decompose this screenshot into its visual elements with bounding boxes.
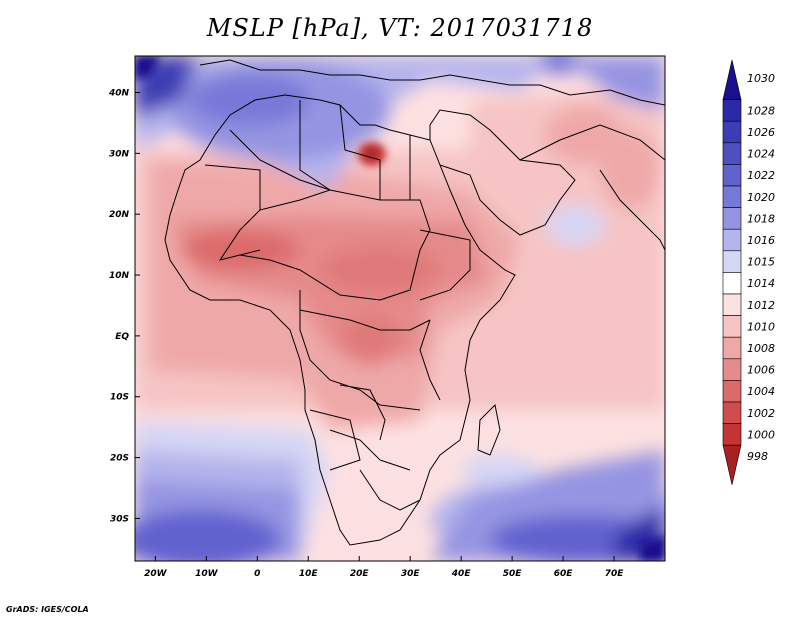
x-tick-label: 50E xyxy=(503,569,523,579)
coastlines xyxy=(164,59,665,546)
colorbar-label: 1008 xyxy=(747,342,775,355)
colorbar-swatch xyxy=(722,185,742,208)
credit-label: GrADS: IGES/COLA xyxy=(6,605,89,614)
colorbar-label: 1016 xyxy=(747,234,775,247)
colorbar-swatch xyxy=(722,293,742,316)
map-frame xyxy=(134,55,666,562)
colorbar-label: 1015 xyxy=(747,256,775,269)
colorbar-label: 1000 xyxy=(747,428,775,441)
x-tick-label: 20W xyxy=(144,569,168,579)
colorbar-label: 1030 xyxy=(747,72,775,85)
colorbar-swatch xyxy=(722,142,742,165)
colorbar-label: 1020 xyxy=(747,191,775,204)
colorbar-label: 1028 xyxy=(747,104,775,117)
colorbar-swatch xyxy=(722,99,742,122)
colorbar-label: 1002 xyxy=(747,407,775,420)
axis-ticks: 20W 10W 0 10E 20E 30E 40E 50E 60E 70E 40N 30N 20N 10N… xyxy=(108,89,624,579)
colorbar-label: 1006 xyxy=(747,364,775,377)
colorbar-swatch xyxy=(722,315,742,338)
colorbar-swatch xyxy=(722,336,742,360)
x-tick-label: 20E xyxy=(350,569,370,579)
colorbar-label: 1018 xyxy=(747,212,775,225)
colorbar-swatch xyxy=(722,250,742,273)
y-tick-label: 10N xyxy=(109,271,130,281)
colorbar-swatch xyxy=(722,120,742,144)
x-tick-label: 10E xyxy=(299,569,319,579)
colorbar-label: 1012 xyxy=(747,299,775,312)
y-tick-label: 20N xyxy=(109,210,130,220)
colorbar-swatch xyxy=(722,358,742,381)
y-tick-label: 40N xyxy=(108,89,130,99)
colorbar-label: 1022 xyxy=(747,169,775,182)
colorbar-swatch xyxy=(722,228,742,252)
x-tick-label: 10W xyxy=(195,569,219,579)
colorbar-label: 1026 xyxy=(747,126,775,139)
x-tick-label: 30E xyxy=(401,569,421,579)
x-tick-label: 40E xyxy=(451,569,472,579)
y-tick-label: EQ xyxy=(115,332,129,342)
map-title: MSLP [hPa], VT: 2017031718 xyxy=(206,14,594,42)
y-tick-label: 10S xyxy=(110,393,129,403)
pressure-field xyxy=(135,56,665,561)
colorbar: 1030 1028 1026 1024 1022 1020 1018 1016 1015 1014… xyxy=(722,59,775,485)
y-tick-label: 30N xyxy=(109,149,130,159)
colorbar-swatch xyxy=(722,272,742,295)
x-tick-label: 70E xyxy=(605,569,625,579)
colorbar-label: 998 xyxy=(747,450,768,463)
y-tick-label: 30S xyxy=(110,514,129,524)
colorbar-swatch xyxy=(722,380,742,403)
colorbar-swatch xyxy=(722,444,742,485)
colorbar-label: 1024 xyxy=(747,148,775,161)
colorbar-swatch xyxy=(722,423,742,446)
colorbar-label: 1004 xyxy=(747,385,775,398)
colorbar-swatch xyxy=(722,59,742,100)
x-tick-label: 0 xyxy=(254,569,260,579)
x-tick-label: 60E xyxy=(554,569,574,579)
colorbar-swatch xyxy=(722,164,742,187)
colorbar-label: 1014 xyxy=(747,277,775,290)
y-tick-label: 20S xyxy=(110,454,129,464)
colorbar-swatch xyxy=(722,207,742,230)
colorbar-swatch xyxy=(722,401,742,424)
colorbar-label: 1010 xyxy=(747,320,775,333)
